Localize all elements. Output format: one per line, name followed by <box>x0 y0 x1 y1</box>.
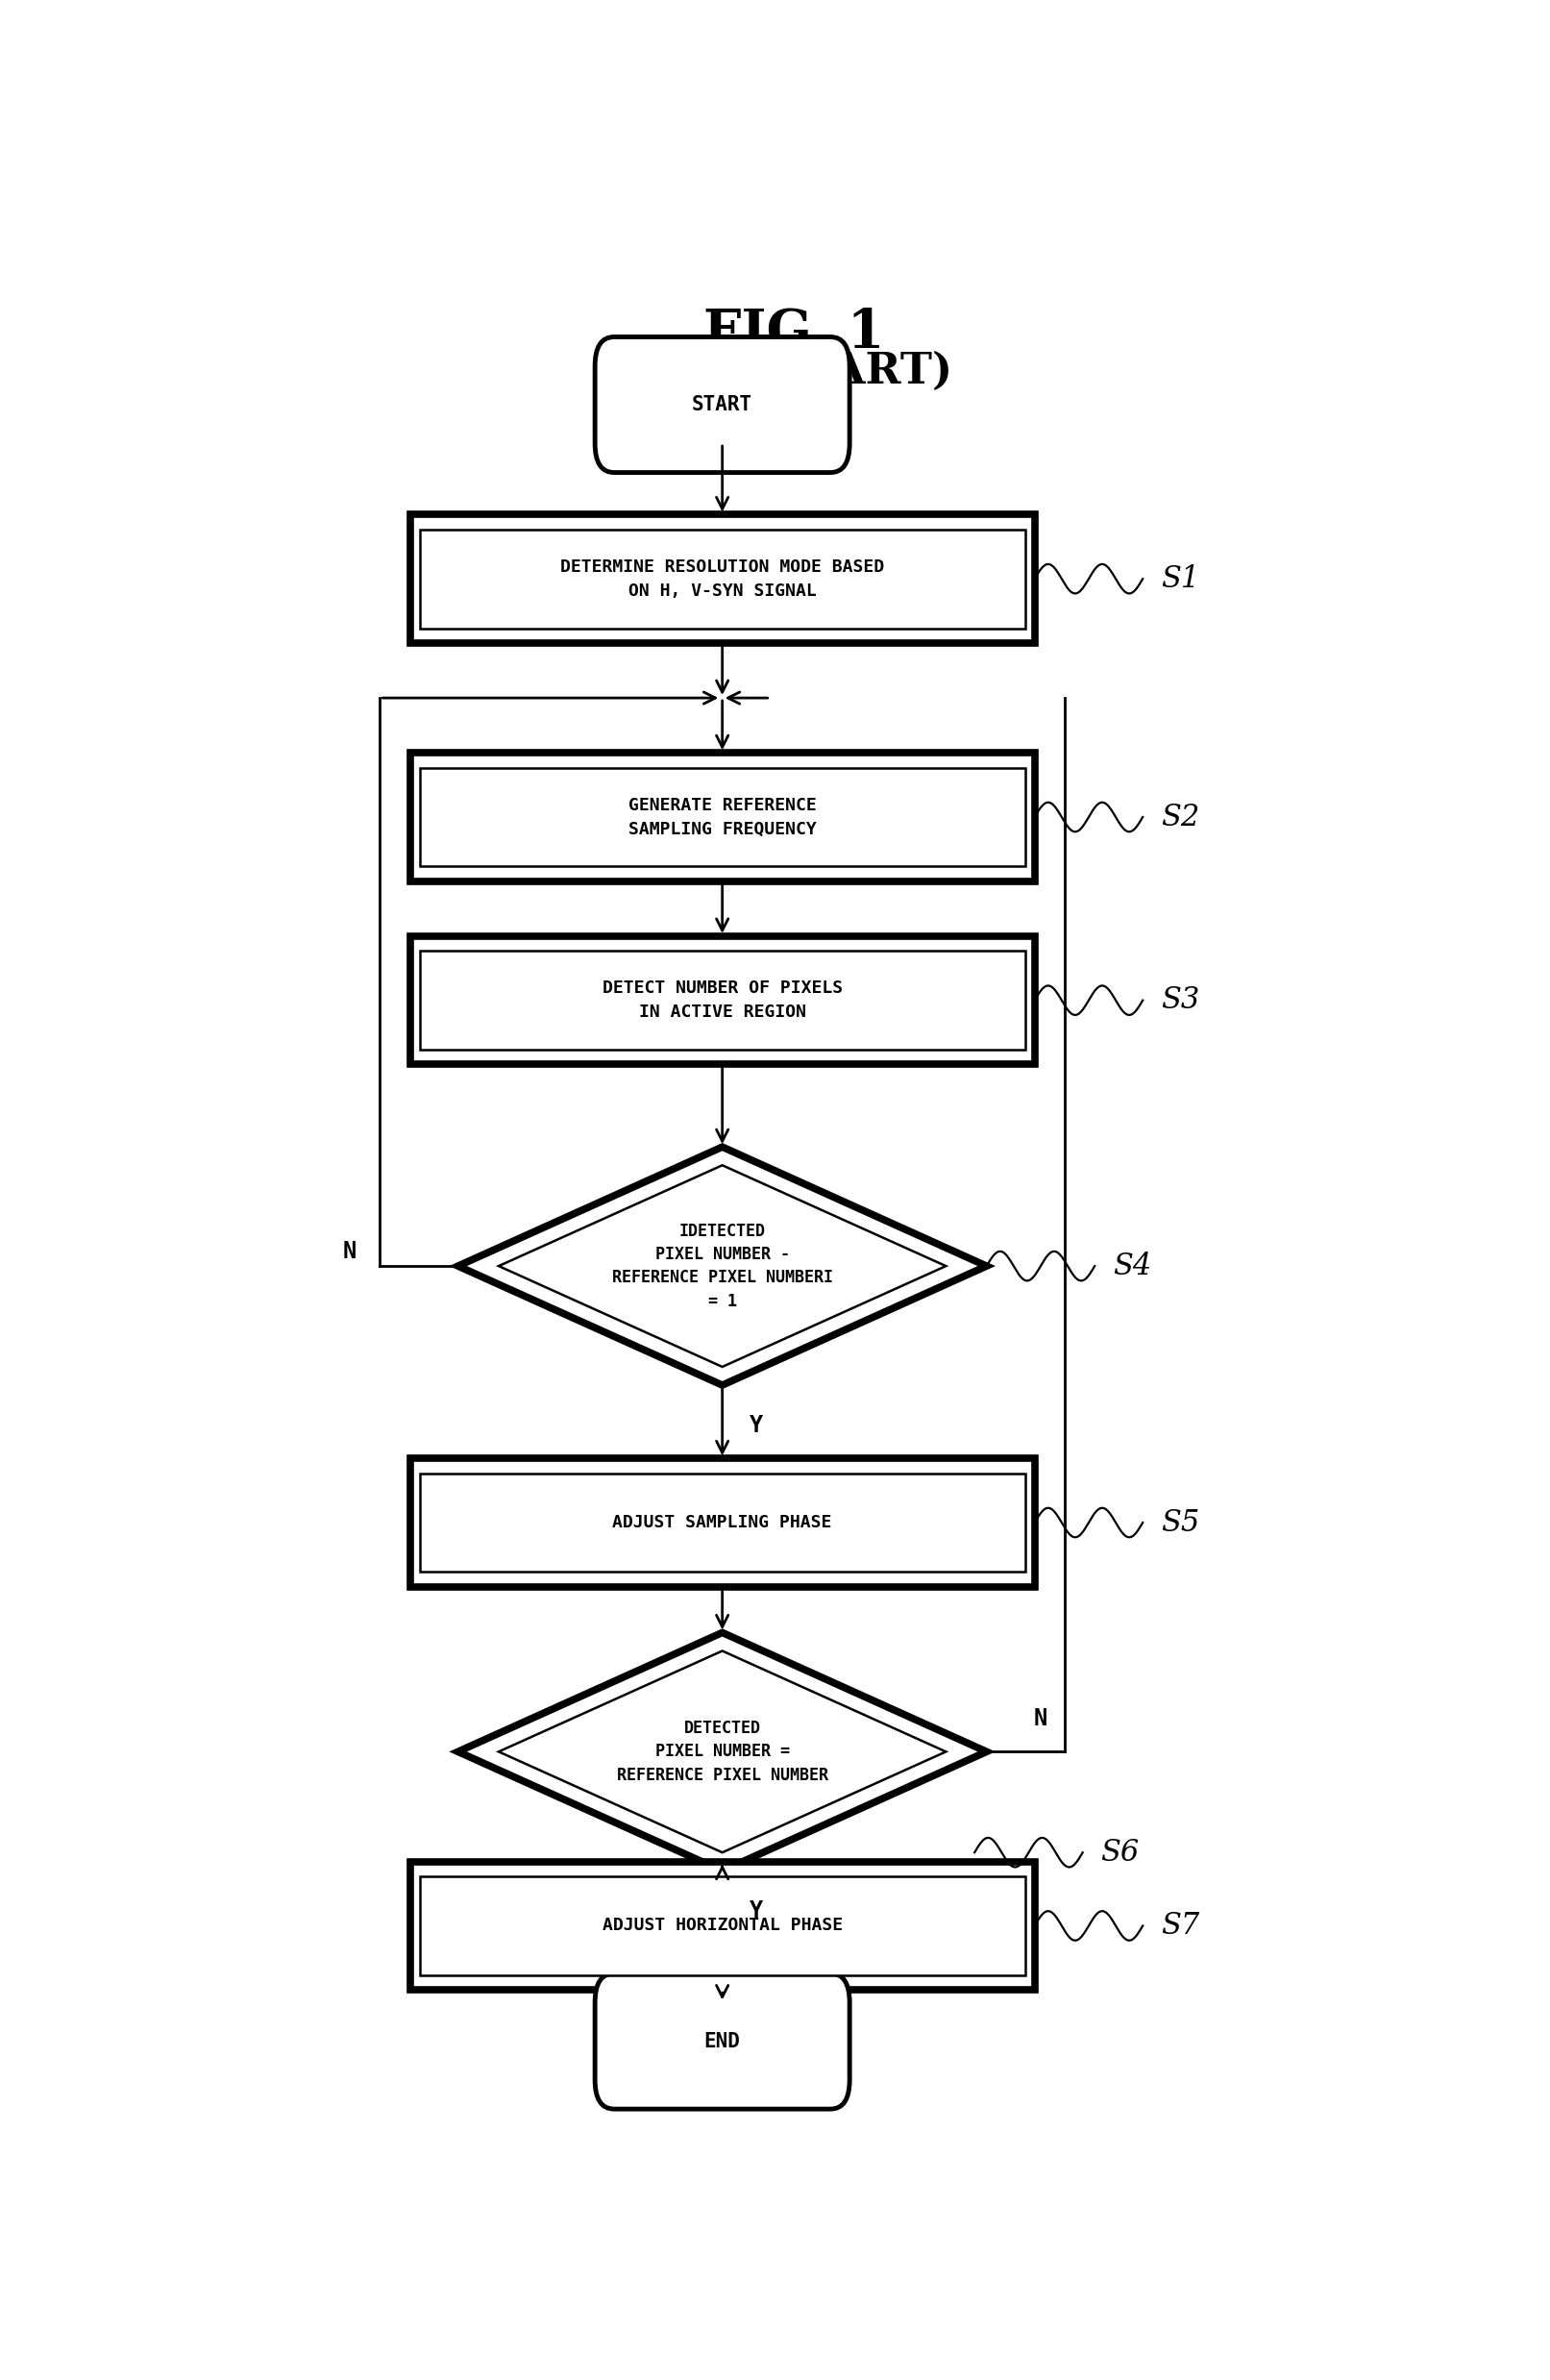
Text: GENERATE REFERENCE
SAMPLING FREQUENCY: GENERATE REFERENCE SAMPLING FREQUENCY <box>628 797 817 838</box>
FancyBboxPatch shape <box>420 528 1025 628</box>
Text: Y: Y <box>749 1899 763 1923</box>
FancyBboxPatch shape <box>409 514 1035 643</box>
FancyBboxPatch shape <box>595 1973 849 2109</box>
Polygon shape <box>459 1147 987 1385</box>
Polygon shape <box>459 1633 987 1871</box>
Text: START: START <box>691 395 753 414</box>
Text: IDETECTED
PIXEL NUMBER -
REFERENCE PIXEL NUMBERI
= 1: IDETECTED PIXEL NUMBER - REFERENCE PIXEL… <box>612 1223 832 1309</box>
FancyBboxPatch shape <box>409 752 1035 881</box>
Polygon shape <box>499 1652 946 1852</box>
Text: FIG. 1: FIG. 1 <box>704 307 885 359</box>
Text: (PRIOR ART): (PRIOR ART) <box>635 352 953 393</box>
FancyBboxPatch shape <box>420 952 1025 1050</box>
Text: DETECTED
PIXEL NUMBER =
REFERENCE PIXEL NUMBER: DETECTED PIXEL NUMBER = REFERENCE PIXEL … <box>617 1721 828 1783</box>
Text: S6: S6 <box>1100 1837 1139 1868</box>
Text: DETECT NUMBER OF PIXELS
IN ACTIVE REGION: DETECT NUMBER OF PIXELS IN ACTIVE REGION <box>601 981 843 1021</box>
Text: Y: Y <box>749 1414 763 1438</box>
Text: S3: S3 <box>1161 985 1200 1016</box>
FancyBboxPatch shape <box>409 935 1035 1064</box>
FancyBboxPatch shape <box>420 769 1025 866</box>
Text: N: N <box>1034 1706 1048 1730</box>
FancyBboxPatch shape <box>420 1473 1025 1573</box>
Text: S7: S7 <box>1161 1911 1200 1940</box>
Text: S1: S1 <box>1161 564 1200 593</box>
Text: S5: S5 <box>1161 1507 1200 1537</box>
Text: S2: S2 <box>1161 802 1200 833</box>
FancyBboxPatch shape <box>409 1861 1035 1990</box>
Text: ADJUST SAMPLING PHASE: ADJUST SAMPLING PHASE <box>612 1514 832 1530</box>
FancyBboxPatch shape <box>595 338 849 474</box>
FancyBboxPatch shape <box>409 1459 1035 1587</box>
FancyBboxPatch shape <box>420 1875 1025 1975</box>
Text: DETERMINE RESOLUTION MODE BASED
ON H, V-SYN SIGNAL: DETERMINE RESOLUTION MODE BASED ON H, V-… <box>560 559 885 600</box>
Text: END: END <box>704 2033 741 2052</box>
Text: S4: S4 <box>1113 1252 1152 1280</box>
Text: ADJUST HORIZONTAL PHASE: ADJUST HORIZONTAL PHASE <box>601 1918 843 1935</box>
Text: N: N <box>343 1240 356 1264</box>
Polygon shape <box>499 1166 946 1366</box>
